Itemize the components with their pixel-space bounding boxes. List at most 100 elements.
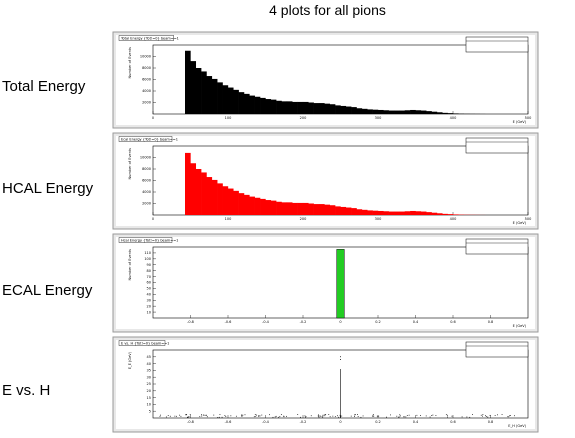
scatter-point xyxy=(206,414,207,416)
histogram-bar xyxy=(297,101,304,114)
x-tick-label: -0.4 xyxy=(262,320,270,324)
scatter-point xyxy=(320,416,322,418)
histogram-bar xyxy=(243,194,250,215)
scatter-point xyxy=(318,415,320,417)
scatter-point xyxy=(338,416,340,418)
x-tick-label: 0 xyxy=(339,420,341,424)
x-tick-label: 0.8 xyxy=(488,420,494,424)
histogram-bar xyxy=(399,211,406,215)
scatter-point xyxy=(372,415,374,417)
histogram-bar xyxy=(292,202,298,215)
scatter-point xyxy=(398,416,400,418)
y-tick-label: 10000 xyxy=(140,156,151,160)
histogram-bar xyxy=(195,68,202,114)
y-tick-label: 50 xyxy=(147,287,151,291)
x-tick-label: 100 xyxy=(225,116,232,120)
scatter-point xyxy=(219,414,221,415)
x-axis-label: E (GeV) xyxy=(513,120,527,124)
scatter-point xyxy=(213,414,215,416)
scatter-point xyxy=(159,415,161,417)
x-tick-label: 500 xyxy=(525,116,532,120)
histogram-bar xyxy=(270,99,277,114)
scatter-point xyxy=(324,415,326,417)
x-tick-label: 0.8 xyxy=(488,320,494,324)
scatter-point xyxy=(180,415,182,417)
histogram-bar xyxy=(335,206,341,215)
scatter-point xyxy=(472,414,473,415)
y-tick-label: 4000 xyxy=(142,190,151,194)
y-tick-label: 80 xyxy=(147,269,151,273)
histogram-bar xyxy=(222,85,229,114)
scatter-point xyxy=(398,416,400,418)
histogram-bar xyxy=(265,99,272,114)
scatter-point xyxy=(390,414,391,416)
scatter-point xyxy=(275,415,277,417)
histogram-bar xyxy=(238,92,245,114)
x-tick-label: -0.2 xyxy=(300,320,307,324)
scatter-point xyxy=(318,416,320,418)
histogram-bar xyxy=(447,113,454,114)
x-axis-label: E (GeV) xyxy=(513,221,527,225)
histogram-bar xyxy=(404,110,411,114)
scatter-point xyxy=(187,416,189,418)
histogram-bar xyxy=(361,209,368,215)
scatter-point xyxy=(432,414,434,416)
scatter-point xyxy=(324,414,326,416)
histogram-bar xyxy=(415,211,422,215)
histogram-bar xyxy=(318,204,325,215)
x-tick-label: 300 xyxy=(375,116,382,120)
y-axis-label: Number of Events xyxy=(128,249,132,281)
x-axis-label: E (GeV) xyxy=(513,324,527,328)
chart-title: Ecal Energy {Tot!=0} beam==1 xyxy=(121,137,178,141)
histogram-bar xyxy=(302,101,309,114)
y-tick-label: 90 xyxy=(147,263,151,267)
y-tick-label: 10000 xyxy=(140,55,151,59)
scatter-point xyxy=(497,414,498,416)
scatter-point xyxy=(160,414,161,416)
histogram-bar xyxy=(420,211,427,215)
histogram-bar xyxy=(308,203,314,215)
scatter-point xyxy=(509,415,511,416)
histogram-bar xyxy=(233,89,239,114)
scatter-point xyxy=(322,416,324,418)
scatter-point xyxy=(185,414,187,416)
scatter-point xyxy=(279,415,281,417)
y-tick-label: 110 xyxy=(144,251,151,255)
histogram-bar xyxy=(227,188,234,215)
scatter-point xyxy=(372,414,374,415)
scatter-point xyxy=(406,415,408,416)
scatter-point xyxy=(179,414,181,416)
x-tick-label: -0.8 xyxy=(187,320,194,324)
y-tick-label: 10 xyxy=(147,403,151,407)
y-tick-label: 6000 xyxy=(142,179,151,183)
y-tick-label: 10 xyxy=(147,310,151,314)
scatter-point xyxy=(336,415,338,417)
histogram-bar xyxy=(185,152,191,215)
scatter-point xyxy=(405,416,407,418)
scatter-point xyxy=(218,416,220,418)
histogram-bar xyxy=(227,87,234,114)
scatter-point xyxy=(354,414,355,416)
histogram-bar xyxy=(431,111,438,114)
title-box xyxy=(118,136,173,142)
scatter-point xyxy=(174,415,176,417)
scatter-point xyxy=(350,415,352,417)
title-box xyxy=(118,340,166,346)
scatter-point xyxy=(225,416,227,417)
histogram-bar xyxy=(276,201,282,215)
scatter-point xyxy=(305,416,306,418)
scatter-point xyxy=(283,416,285,418)
histogram-bar xyxy=(190,61,197,114)
histogram-bar xyxy=(399,110,406,114)
histogram-bar xyxy=(329,104,336,114)
y-tick-label: 40 xyxy=(147,362,151,366)
scatter-point xyxy=(269,414,270,416)
scatter-point xyxy=(317,415,319,417)
scatter-point xyxy=(256,414,258,416)
y-tick-label: 60 xyxy=(147,281,151,285)
y-tick-label: 100 xyxy=(144,257,151,261)
y-tick-label: 2000 xyxy=(142,101,151,105)
title-box xyxy=(118,35,174,41)
scatter-point xyxy=(221,416,223,418)
